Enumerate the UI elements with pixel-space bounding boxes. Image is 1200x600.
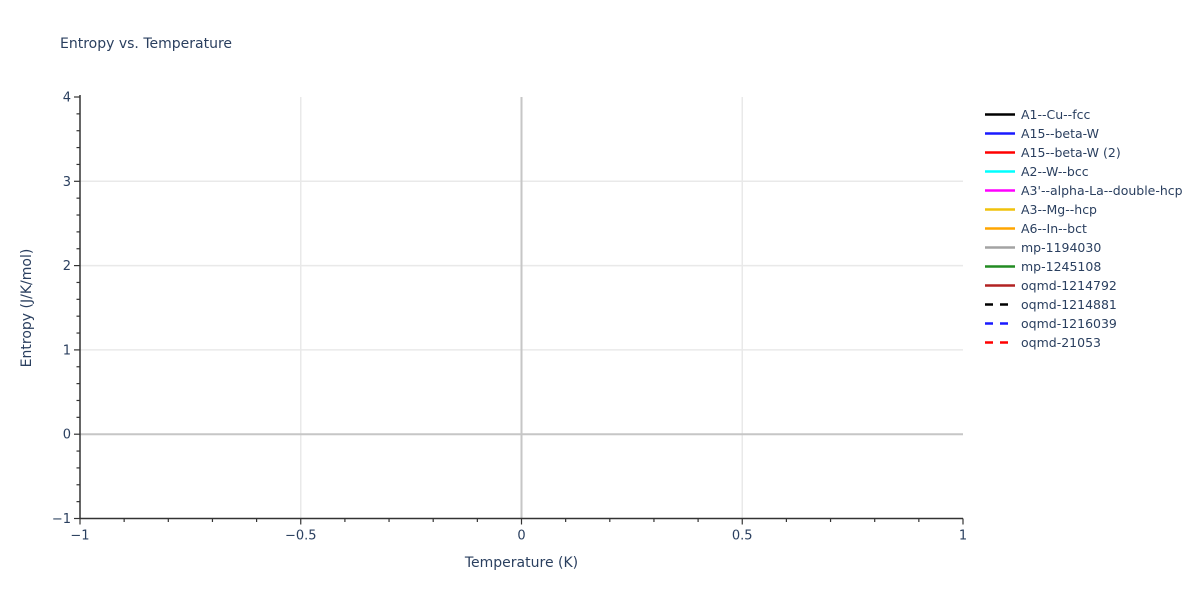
y-tick-label: 1 <box>63 343 71 358</box>
x-tick-label: −0.5 <box>285 529 317 544</box>
x-tick-label: 1 <box>959 529 967 544</box>
legend-item[interactable]: oqmd-1216039 <box>985 314 1183 333</box>
legend-item-label: A15--beta-W (2) <box>1021 145 1121 160</box>
legend-swatch-line <box>985 151 1015 154</box>
legend-item[interactable]: A6--In--bct <box>985 219 1183 238</box>
tick-labels: −1 −0.5 0 0.5 1 −1 0 1 2 3 4 <box>52 91 967 544</box>
legend-item-label: A2--W--bcc <box>1021 164 1089 179</box>
legend-item-label: oqmd-1214792 <box>1021 278 1117 293</box>
legend-item-label: oqmd-21053 <box>1021 335 1101 350</box>
legend-item[interactable]: A3'--alpha-La--double-hcp <box>985 181 1183 200</box>
tick-marks <box>74 96 964 525</box>
legend: A1--Cu--fcc A15--beta-W A15--beta-W (2) A2-… <box>985 105 1183 352</box>
legend-item[interactable]: oqmd-1214792 <box>985 276 1183 295</box>
legend-item[interactable]: mp-1194030 <box>985 238 1183 257</box>
legend-item-label: mp-1194030 <box>1021 240 1102 255</box>
chart-title: Entropy vs. Temperature <box>60 36 233 52</box>
legend-swatch-line <box>985 322 1015 325</box>
legend-swatch-line <box>985 284 1015 287</box>
legend-item-label: A6--In--bct <box>1021 221 1087 236</box>
y-tick-label: −1 <box>52 512 71 527</box>
legend-item-label: oqmd-1216039 <box>1021 316 1117 331</box>
legend-item[interactable]: A15--beta-W <box>985 124 1183 143</box>
zerolines <box>80 97 963 519</box>
x-axis-label: Temperature (K) <box>464 555 579 571</box>
legend-swatch-line <box>985 132 1015 135</box>
legend-swatch-line <box>985 189 1015 192</box>
y-axis-label: Entropy (J/K/mol) <box>19 248 35 368</box>
legend-swatch-line <box>985 170 1015 173</box>
legend-item[interactable]: A1--Cu--fcc <box>985 105 1183 124</box>
y-tick-label: 3 <box>63 175 71 190</box>
legend-swatch-line <box>985 208 1015 211</box>
legend-item[interactable]: A2--W--bcc <box>985 162 1183 181</box>
legend-item[interactable]: oqmd-1214881 <box>985 295 1183 314</box>
legend-swatch-line <box>985 303 1015 306</box>
legend-swatch-line <box>985 265 1015 268</box>
legend-item-label: A15--beta-W <box>1021 126 1100 141</box>
legend-item-label: A3'--alpha-La--double-hcp <box>1021 183 1183 198</box>
legend-item[interactable]: A3--Mg--hcp <box>985 200 1183 219</box>
legend-item-label: mp-1245108 <box>1021 259 1102 274</box>
legend-swatch-line <box>985 227 1015 230</box>
y-tick-label: 0 <box>63 428 71 443</box>
legend-swatch-line <box>985 113 1015 116</box>
legend-item-label: oqmd-1214881 <box>1021 297 1117 312</box>
legend-item[interactable]: mp-1245108 <box>985 257 1183 276</box>
x-tick-label: 0 <box>517 529 525 544</box>
legend-item[interactable]: oqmd-21053 <box>985 333 1183 352</box>
legend-swatch-line <box>985 246 1015 249</box>
x-tick-label: −1 <box>70 529 89 544</box>
x-tick-label: 0.5 <box>732 529 753 544</box>
legend-item-label: A3--Mg--hcp <box>1021 202 1097 217</box>
legend-swatch-line <box>985 341 1015 344</box>
y-tick-label: 2 <box>63 259 71 274</box>
legend-item-label: A1--Cu--fcc <box>1021 107 1091 122</box>
y-tick-label: 4 <box>63 91 71 106</box>
legend-item[interactable]: A15--beta-W (2) <box>985 143 1183 162</box>
